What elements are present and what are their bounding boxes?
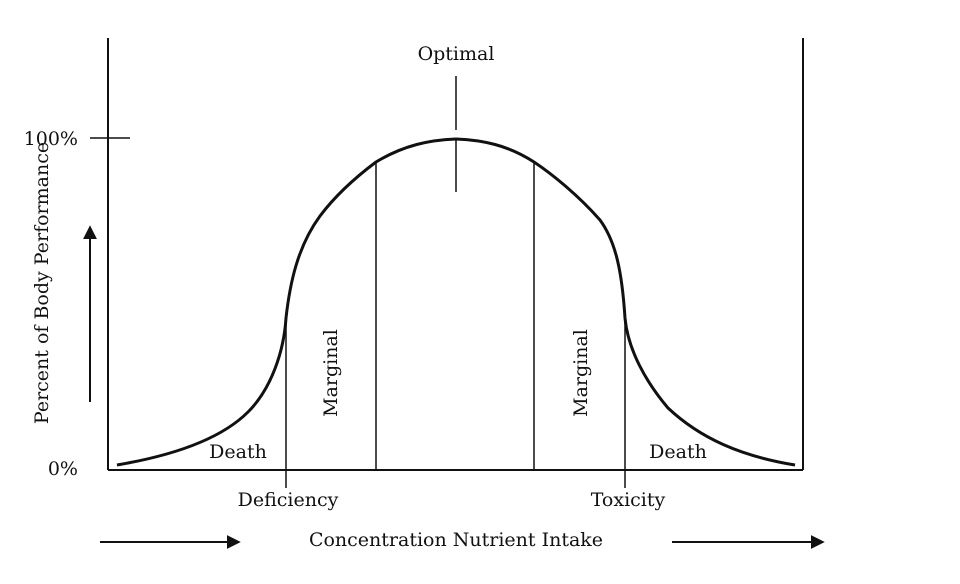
tick-label-100: 100% <box>24 128 78 150</box>
right-death-label: Death <box>649 441 707 463</box>
left-death-label: Death <box>209 441 267 463</box>
right-marginal-label: Marginal <box>570 329 592 417</box>
tick-label-0: 0% <box>48 458 78 480</box>
toxicity-label: Toxicity <box>591 489 666 511</box>
optimal-label: Optimal <box>418 43 495 65</box>
left-marginal-label: Marginal <box>320 329 342 417</box>
deficiency-label: Deficiency <box>238 489 339 511</box>
y-axis-label: Percent of Body Performance <box>31 142 53 424</box>
x-axis-label: Concentration Nutrient Intake <box>309 529 603 551</box>
